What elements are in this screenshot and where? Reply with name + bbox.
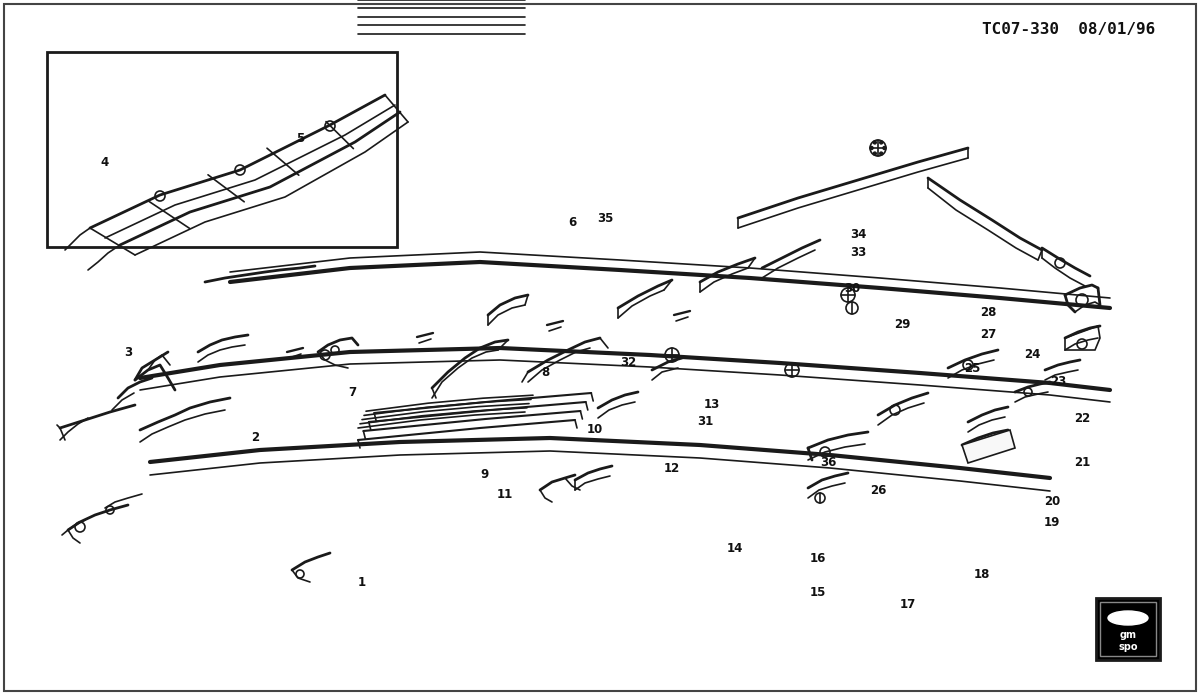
Text: 16: 16 xyxy=(810,552,826,564)
Text: 7: 7 xyxy=(348,386,356,398)
Circle shape xyxy=(874,152,876,155)
Circle shape xyxy=(880,152,883,155)
Text: 8: 8 xyxy=(541,366,550,379)
Text: 11: 11 xyxy=(497,489,514,502)
Text: 34: 34 xyxy=(850,229,866,241)
Bar xyxy=(1100,602,1156,656)
Text: 20: 20 xyxy=(1044,496,1060,509)
Text: 33: 33 xyxy=(850,245,866,259)
Text: 30: 30 xyxy=(844,281,860,295)
Text: 12: 12 xyxy=(664,461,680,475)
Circle shape xyxy=(880,141,883,144)
Text: 19: 19 xyxy=(1044,516,1060,528)
Text: 3: 3 xyxy=(124,345,132,359)
Text: 4: 4 xyxy=(101,156,109,168)
Bar xyxy=(1096,598,1160,660)
Circle shape xyxy=(874,141,876,144)
Text: 27: 27 xyxy=(980,329,996,341)
Text: 14: 14 xyxy=(727,541,743,555)
Circle shape xyxy=(870,147,874,149)
Text: 28: 28 xyxy=(980,306,996,318)
Text: 18: 18 xyxy=(974,569,990,582)
Text: spo: spo xyxy=(1118,642,1138,652)
Text: 23: 23 xyxy=(1050,375,1066,389)
Circle shape xyxy=(883,147,886,149)
Text: 21: 21 xyxy=(1074,455,1090,468)
Text: 17: 17 xyxy=(900,598,916,612)
Text: 15: 15 xyxy=(810,585,826,598)
Text: 6: 6 xyxy=(568,215,576,229)
Text: 24: 24 xyxy=(1024,348,1040,361)
Polygon shape xyxy=(962,430,1015,463)
Text: 32: 32 xyxy=(620,356,636,368)
Text: TC07-330  08/01/96: TC07-330 08/01/96 xyxy=(982,22,1154,37)
Text: 31: 31 xyxy=(697,416,713,429)
Text: 25: 25 xyxy=(964,361,980,375)
Bar xyxy=(47,52,397,247)
Text: 35: 35 xyxy=(596,211,613,224)
Text: 1: 1 xyxy=(358,575,366,589)
Ellipse shape xyxy=(1108,611,1148,625)
Text: 26: 26 xyxy=(870,484,886,496)
Text: 29: 29 xyxy=(894,318,910,332)
Text: 5: 5 xyxy=(296,131,304,145)
Text: gm: gm xyxy=(1120,630,1136,640)
Text: 22: 22 xyxy=(1074,411,1090,425)
Text: 36: 36 xyxy=(820,455,836,468)
Text: 10: 10 xyxy=(587,423,604,436)
Text: 13: 13 xyxy=(704,398,720,411)
Text: 9: 9 xyxy=(481,468,490,482)
Text: 2: 2 xyxy=(251,432,259,445)
